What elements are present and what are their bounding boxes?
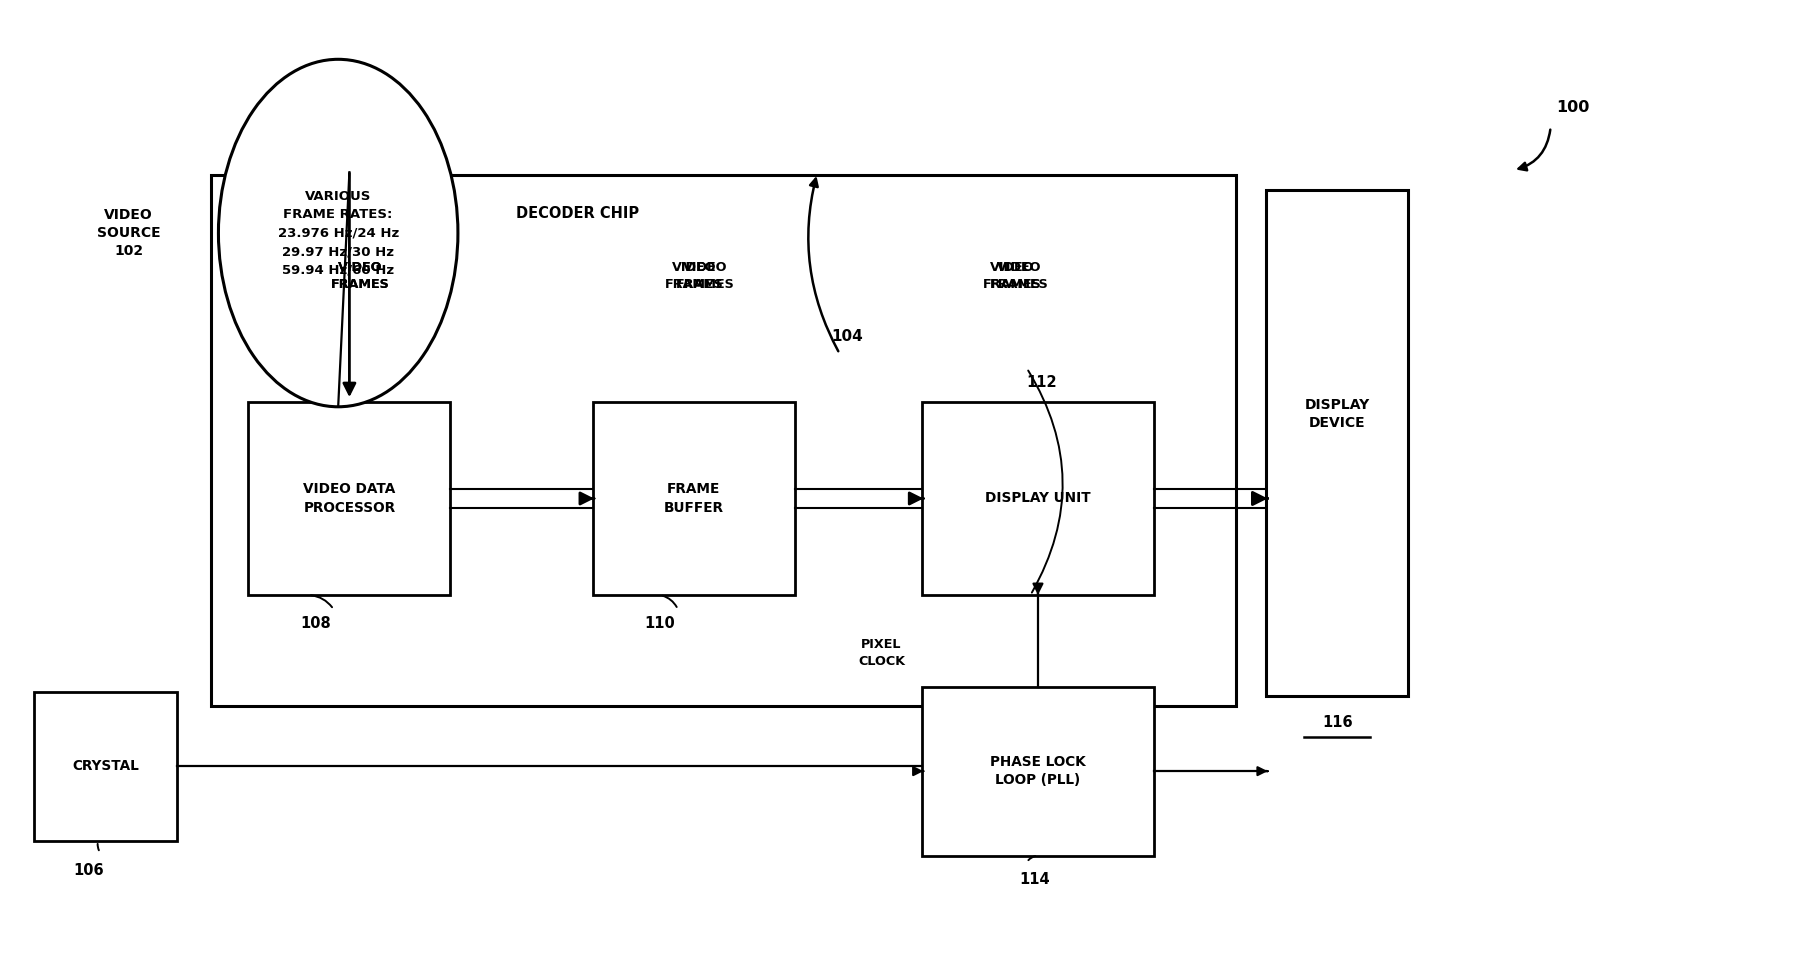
Text: VIDEO
FRAMES: VIDEO FRAMES [665,261,723,291]
Text: DISPLAY UNIT: DISPLAY UNIT [985,492,1090,505]
Bar [921,686,1153,856]
Text: VIDEO
FRAMES: VIDEO FRAMES [331,261,390,291]
Text: 116: 116 [1322,715,1352,730]
Text: 104: 104 [831,329,863,344]
Text: DISPLAY
DEVICE: DISPLAY DEVICE [1304,398,1370,430]
Text: 114: 114 [1018,872,1048,888]
Text: PIXEL
CLOCK: PIXEL CLOCK [858,638,904,668]
Text: VIDEO
FRAMES: VIDEO FRAMES [982,261,1041,291]
Text: CRYSTAL: CRYSTAL [72,759,138,773]
Text: VIDEO DATA
PROCESSOR: VIDEO DATA PROCESSOR [304,482,396,515]
Bar [592,402,795,595]
Text: DECODER CHIP: DECODER CHIP [516,206,638,222]
Text: 106: 106 [74,862,104,878]
Text: VIDEO
FRAMES: VIDEO FRAMES [331,261,390,291]
Bar [248,402,450,595]
Bar [210,175,1235,706]
Text: 108: 108 [300,617,331,631]
Text: PHASE LOCK
LOOP (PLL): PHASE LOCK LOOP (PLL) [989,755,1086,787]
Text: 100: 100 [1555,100,1589,115]
Text: FRAME
BUFFER: FRAME BUFFER [663,482,723,515]
Text: VIDEO
FRAMES: VIDEO FRAMES [676,261,734,291]
Text: 112: 112 [1027,376,1057,390]
Ellipse shape [218,59,458,407]
Text: VIDEO
SOURCE
102: VIDEO SOURCE 102 [97,208,160,258]
Text: VIDEO
FRAMES: VIDEO FRAMES [989,261,1048,291]
Bar [921,402,1153,595]
Bar [1266,190,1408,696]
Text: VARIOUS
FRAME RATES:
23.976 Hz/24 Hz
29.97 Hz/30 Hz
59.94 Hz/60 Hz: VARIOUS FRAME RATES: 23.976 Hz/24 Hz 29.… [277,190,399,277]
Text: 110: 110 [644,617,674,631]
Bar [34,691,176,841]
